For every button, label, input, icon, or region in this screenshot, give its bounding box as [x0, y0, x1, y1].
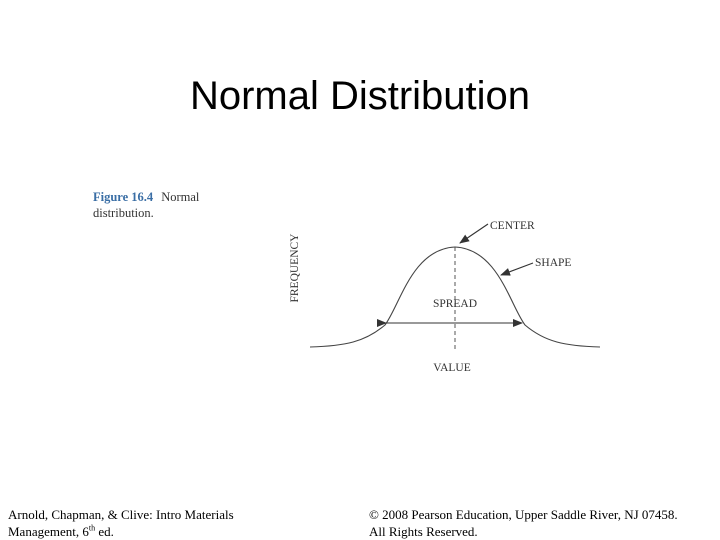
center-arrow [459, 223, 489, 244]
footer-copyright-line1: © 2008 Pearson Education, Upper Saddle R… [369, 507, 678, 522]
y-axis-label: FREQUENCY [289, 233, 301, 303]
footer-citation-line2: Management, 6th ed. [8, 523, 114, 539]
shape-arrow [500, 262, 534, 276]
x-axis-label: VALUE [433, 362, 470, 374]
figure-caption: Figure 16.4 Normal distribution. [93, 189, 243, 221]
shape-label: SHAPE [535, 257, 571, 269]
spread-label: SPREAD [433, 298, 477, 310]
footer-copyright: © 2008 Pearson Education, Upper Saddle R… [369, 506, 714, 540]
figure-caption-text: Normal distribution. [93, 190, 200, 220]
footer-citation-line1: Arnold, Chapman, & Clive: Intro Material… [8, 507, 234, 522]
slide-title: Normal Distribution [189, 74, 531, 118]
center-label: CENTER [490, 220, 535, 232]
figure-number: Figure 16.4 [93, 190, 154, 204]
footer-copyright-line2: All Rights Reserved. [369, 524, 478, 539]
footer-citation: Arnold, Chapman, & Clive: Intro Material… [8, 506, 308, 540]
